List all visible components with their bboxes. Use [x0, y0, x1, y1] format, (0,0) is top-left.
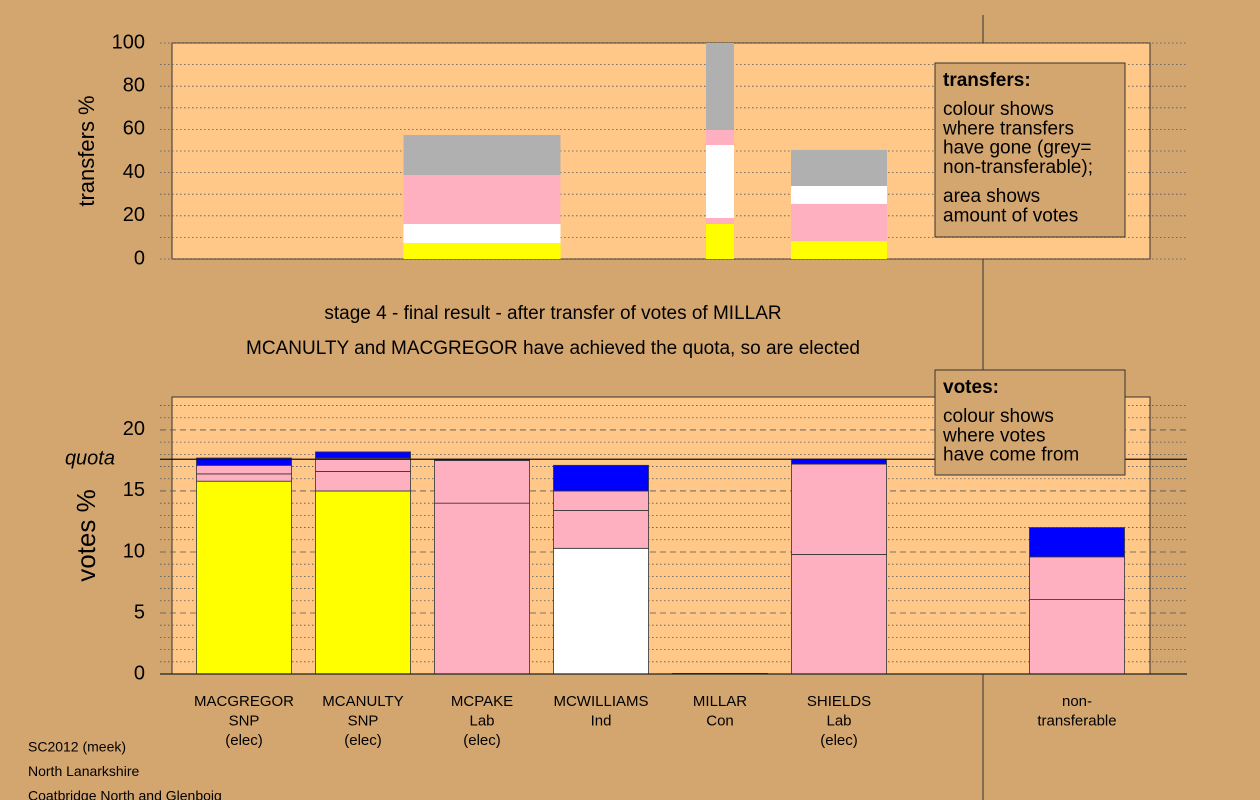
- bar-segment: [196, 473, 292, 482]
- x-tick-label: MILLAR: [693, 693, 747, 710]
- note-text: have come from: [943, 445, 1079, 466]
- x-tick-label: MCWILLIAMS: [553, 693, 648, 710]
- bar-segment: [403, 224, 561, 244]
- y-tick-label: 10: [123, 540, 145, 562]
- bar-segment: [1029, 556, 1125, 600]
- bar-segment: [315, 451, 411, 459]
- bar-segment: [791, 203, 887, 242]
- y-tick-label: 60: [123, 118, 145, 140]
- y-tick-label: 20: [123, 204, 145, 226]
- bar-segment: [403, 174, 561, 225]
- bar-segment: [706, 224, 734, 259]
- bar-segment: [791, 149, 887, 186]
- note-text: colour shows: [943, 99, 1054, 120]
- bar-segment: [706, 217, 734, 225]
- y-tick-label: 0: [134, 247, 145, 269]
- bar-segment: [1029, 599, 1125, 675]
- x-tick-label: SHIELDS: [807, 693, 871, 710]
- bar-segment: [791, 554, 887, 675]
- bar-segment: [403, 135, 561, 175]
- quota-label: quota: [65, 448, 115, 470]
- note-text: colour shows: [943, 406, 1054, 427]
- bar-segment: [706, 43, 734, 131]
- x-tick-label: SNP: [348, 712, 379, 729]
- bar-segment: [434, 460, 530, 504]
- bar-segment: [553, 490, 649, 511]
- note-box: [934, 369, 1126, 476]
- x-tick-label: Ind: [591, 712, 612, 729]
- footer-text: SC2012 (meek): [28, 739, 126, 755]
- note-text: have gone (grey=: [943, 138, 1091, 159]
- bar-segment: [791, 185, 887, 204]
- x-tick-label: (elec): [225, 732, 263, 749]
- bar-segment: [1029, 527, 1125, 558]
- y-tick-label: 15: [123, 479, 145, 501]
- y-tick-label: 20: [123, 418, 145, 440]
- x-tick-label: SNP: [229, 712, 260, 729]
- x-tick-label: (elec): [463, 732, 501, 749]
- footer-text: North Lanarkshire: [28, 763, 139, 779]
- chart-subtitle: MCANULTY and MACGREGOR have achieved the…: [246, 338, 860, 359]
- x-tick-label: Con: [706, 712, 734, 729]
- bar-segment: [553, 510, 649, 549]
- y-axis-title: transfers %: [74, 95, 99, 206]
- bar-segment: [553, 547, 649, 675]
- bar-segment: [196, 480, 292, 675]
- note-heading: votes:: [943, 377, 999, 398]
- note-box: [934, 62, 1126, 238]
- bar-segment: [315, 471, 411, 492]
- x-tick-label: (elec): [344, 732, 382, 749]
- bar-segment: [706, 130, 734, 145]
- note-heading: transfers:: [943, 70, 1031, 91]
- chart-title: stage 4 - final result - after transfer …: [324, 303, 781, 324]
- footer-text: Coatbridge North and Glenboig: [28, 788, 222, 800]
- x-tick-label: Lab: [469, 712, 494, 729]
- note-text: area shows: [943, 186, 1040, 207]
- note-text: amount of votes: [943, 205, 1078, 226]
- bar-segment: [196, 457, 292, 466]
- bar-segment: [315, 457, 411, 472]
- y-tick-label: 0: [134, 662, 145, 684]
- bar-segment: [315, 490, 411, 675]
- bar-segment: [403, 243, 561, 259]
- x-tick-label: MCANULTY: [322, 693, 403, 710]
- x-tick-label: Lab: [826, 712, 851, 729]
- y-tick-label: 40: [123, 161, 145, 183]
- note-text: non-transferable);: [943, 157, 1093, 178]
- x-tick-label: MACGREGOR: [194, 693, 294, 710]
- y-axis-title: votes %: [71, 489, 101, 582]
- bar-segment: [706, 144, 734, 218]
- bar-segment: [196, 464, 292, 475]
- bar-segment: [791, 463, 887, 555]
- x-tick-label: (elec): [820, 732, 858, 749]
- x-tick-label: MCPAKE: [451, 693, 513, 710]
- note-text: where votes: [942, 425, 1045, 446]
- x-tick-label: transferable: [1037, 712, 1116, 729]
- note-text: where transfers: [942, 118, 1074, 139]
- bar-segment: [791, 458, 887, 465]
- y-tick-label: 80: [123, 74, 145, 96]
- bar-segment: [553, 464, 649, 492]
- x-tick-label: non-: [1062, 693, 1092, 710]
- y-tick-label: 5: [134, 601, 145, 623]
- bar-segment: [434, 502, 530, 675]
- y-tick-label: 100: [112, 31, 145, 53]
- bar-segment: [791, 241, 887, 259]
